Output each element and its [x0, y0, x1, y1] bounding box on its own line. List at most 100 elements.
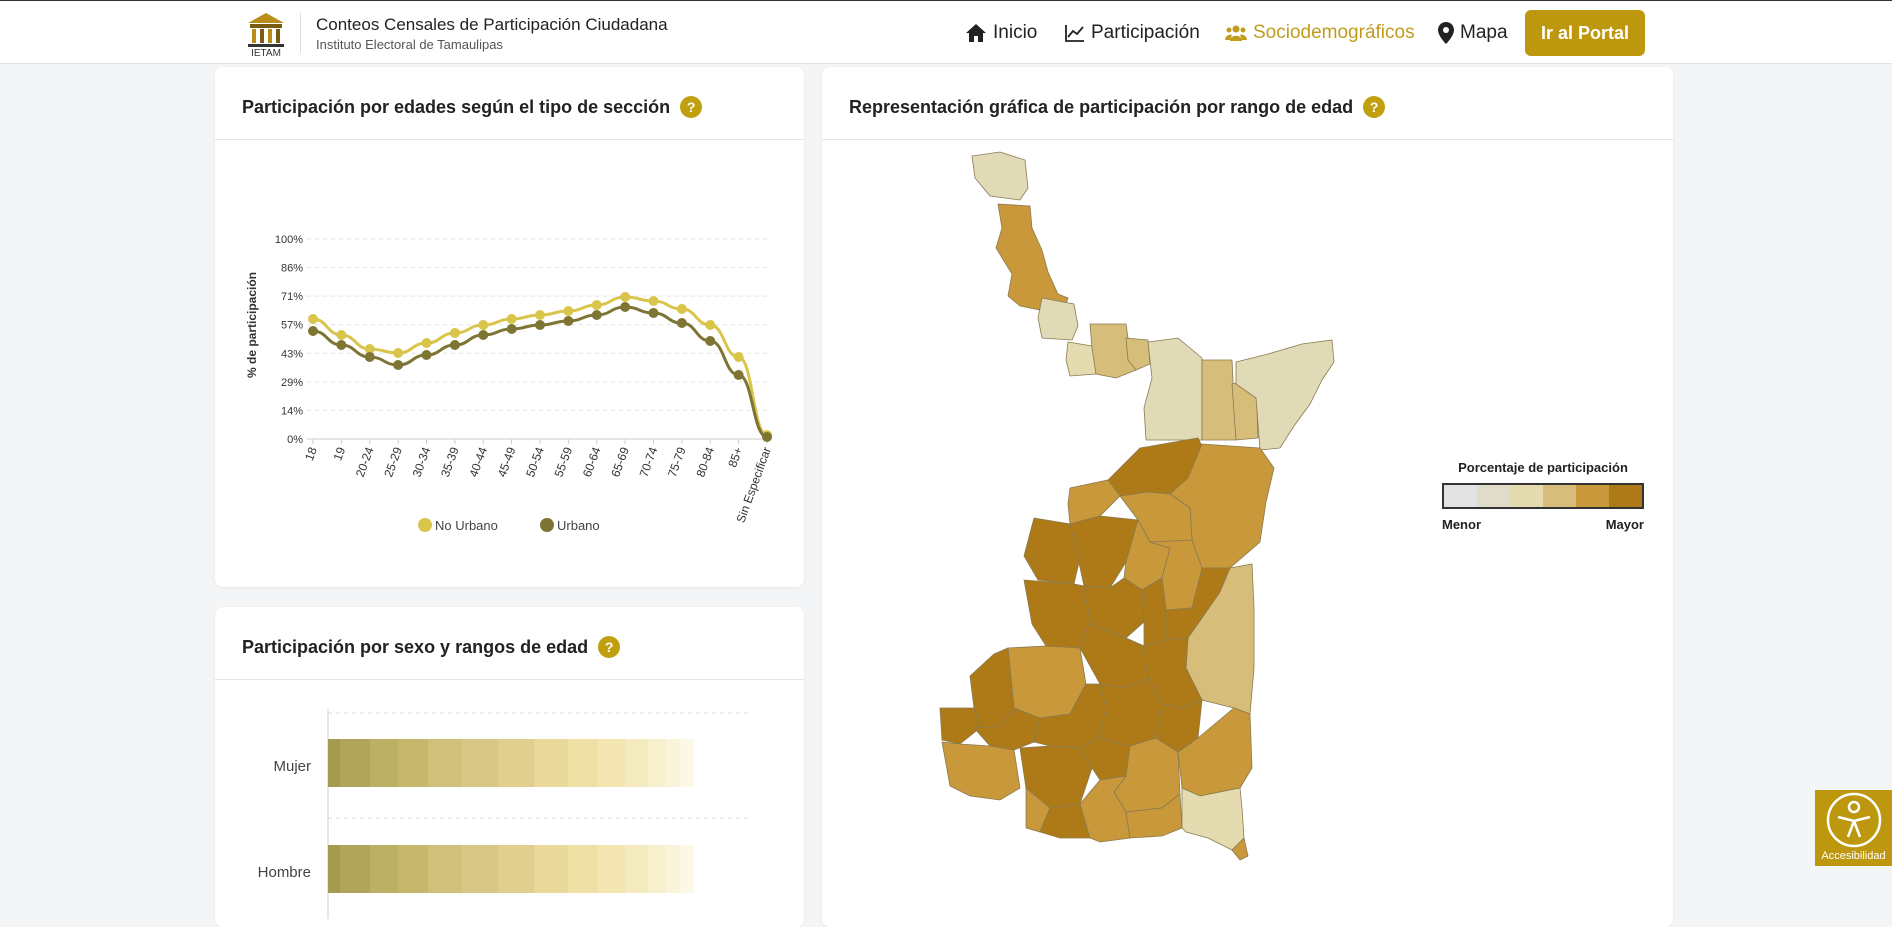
- bar-segment[interactable]: [534, 739, 568, 787]
- data-point[interactable]: [449, 340, 460, 350]
- data-point[interactable]: [648, 296, 659, 306]
- bar-segment[interactable]: [370, 845, 398, 893]
- bar-segment[interactable]: [498, 845, 534, 893]
- data-point[interactable]: [364, 352, 375, 362]
- data-point[interactable]: [733, 370, 744, 380]
- map-region[interactable]: [1141, 577, 1167, 647]
- data-point[interactable]: [393, 360, 404, 370]
- help-icon[interactable]: ?: [1363, 96, 1386, 118]
- data-point[interactable]: [535, 320, 545, 330]
- data-point[interactable]: [308, 326, 318, 336]
- bar-segment[interactable]: [462, 739, 498, 787]
- bar-segment[interactable]: [626, 845, 648, 893]
- data-point[interactable]: [478, 320, 489, 330]
- bar-segment[interactable]: [462, 845, 498, 893]
- map-region[interactable]: [971, 151, 1029, 201]
- data-point[interactable]: [535, 310, 545, 320]
- map-region[interactable]: [941, 741, 1021, 801]
- data-point[interactable]: [591, 310, 602, 320]
- data-point[interactable]: [449, 328, 460, 338]
- accessibility-button[interactable]: Accesibilidad: [1815, 790, 1892, 866]
- data-point[interactable]: [308, 314, 318, 324]
- data-point[interactable]: [563, 306, 574, 316]
- data-point[interactable]: [648, 308, 659, 318]
- legend-urbano[interactable]: Urbano: [557, 518, 600, 533]
- bar-segment[interactable]: [328, 845, 340, 893]
- bar-segment[interactable]: [340, 739, 370, 787]
- bar-segment[interactable]: [568, 739, 598, 787]
- bar-segment[interactable]: [428, 845, 462, 893]
- bar-segment[interactable]: [498, 739, 534, 787]
- map-region[interactable]: [1231, 837, 1249, 861]
- map-region[interactable]: [1181, 787, 1245, 851]
- data-point[interactable]: [506, 324, 517, 334]
- map-region[interactable]: [1039, 803, 1091, 839]
- bar-segment[interactable]: [598, 845, 626, 893]
- data-point[interactable]: [336, 340, 347, 350]
- data-point[interactable]: [336, 330, 347, 340]
- data-point[interactable]: [620, 302, 631, 312]
- bar-segment[interactable]: [340, 845, 370, 893]
- data-point[interactable]: [421, 350, 432, 360]
- nav-sociodemograficos[interactable]: Sociodemográficos: [1225, 11, 1415, 55]
- data-point[interactable]: [364, 344, 375, 354]
- card-header: Participación por sexo y rangos de edad …: [215, 607, 804, 680]
- map-region[interactable]: [1125, 337, 1151, 371]
- map-region[interactable]: [1185, 563, 1255, 715]
- bar-segment[interactable]: [534, 845, 568, 893]
- data-point[interactable]: [733, 352, 744, 362]
- nav-inicio[interactable]: Inicio: [965, 11, 1037, 55]
- map-region[interactable]: [1097, 677, 1163, 747]
- data-point[interactable]: [705, 336, 716, 346]
- bar-segment[interactable]: [666, 739, 680, 787]
- nav-participacion[interactable]: Participación: [1065, 11, 1200, 55]
- data-point[interactable]: [762, 432, 772, 442]
- help-icon[interactable]: ?: [680, 96, 703, 118]
- bar-segment[interactable]: [568, 845, 598, 893]
- map-region[interactable]: [1023, 579, 1091, 649]
- map-region[interactable]: [1201, 359, 1237, 441]
- data-point[interactable]: [563, 316, 574, 326]
- map-region[interactable]: [1235, 339, 1335, 451]
- data-point[interactable]: [620, 292, 631, 302]
- top-header: IETAM Conteos Censales de Participación …: [0, 0, 1892, 64]
- map-region[interactable]: [939, 707, 981, 745]
- bar-segment[interactable]: [626, 739, 648, 787]
- bar-segment[interactable]: [370, 739, 398, 787]
- map-region[interactable]: [995, 203, 1069, 317]
- map-region[interactable]: [1065, 341, 1097, 377]
- nav-mapa[interactable]: Mapa: [1438, 11, 1508, 55]
- data-point[interactable]: [705, 320, 716, 330]
- data-point[interactable]: [676, 318, 687, 328]
- bar-segment[interactable]: [398, 845, 428, 893]
- data-point[interactable]: [591, 300, 602, 310]
- age-line-chart: % de participación 100% 86% 71% 57% 43% 29% 14…: [245, 234, 774, 533]
- x-tick-label: 60-64: [580, 445, 604, 479]
- legend-marker-no-urbano: [418, 518, 432, 532]
- bar-segment[interactable]: [648, 845, 666, 893]
- help-icon[interactable]: ?: [598, 636, 621, 658]
- bar-segment[interactable]: [680, 739, 694, 787]
- tamaulipas-map[interactable]: [930, 148, 1350, 868]
- bar-segment[interactable]: [680, 845, 694, 893]
- x-tick-label: 45-49: [495, 445, 519, 479]
- map-region[interactable]: [1143, 337, 1203, 441]
- bar-segment[interactable]: [598, 739, 626, 787]
- data-point[interactable]: [506, 314, 517, 324]
- data-point[interactable]: [393, 348, 404, 358]
- map-region[interactable]: [1037, 297, 1079, 341]
- data-point[interactable]: [676, 304, 687, 314]
- bar-segment[interactable]: [328, 739, 340, 787]
- map-region[interactable]: [1089, 323, 1137, 379]
- bar-segment[interactable]: [398, 739, 428, 787]
- data-point[interactable]: [478, 330, 489, 340]
- x-tick-label: 19: [330, 445, 348, 463]
- legend-no-urbano[interactable]: No Urbano: [435, 518, 498, 533]
- ietam-logo[interactable]: IETAM: [240, 9, 292, 57]
- accessibility-label: Accesibilidad: [1821, 850, 1886, 862]
- portal-button[interactable]: Ir al Portal: [1525, 10, 1645, 56]
- bar-segment[interactable]: [648, 739, 666, 787]
- bar-segment[interactable]: [428, 739, 462, 787]
- data-point[interactable]: [421, 338, 432, 348]
- bar-segment[interactable]: [666, 845, 680, 893]
